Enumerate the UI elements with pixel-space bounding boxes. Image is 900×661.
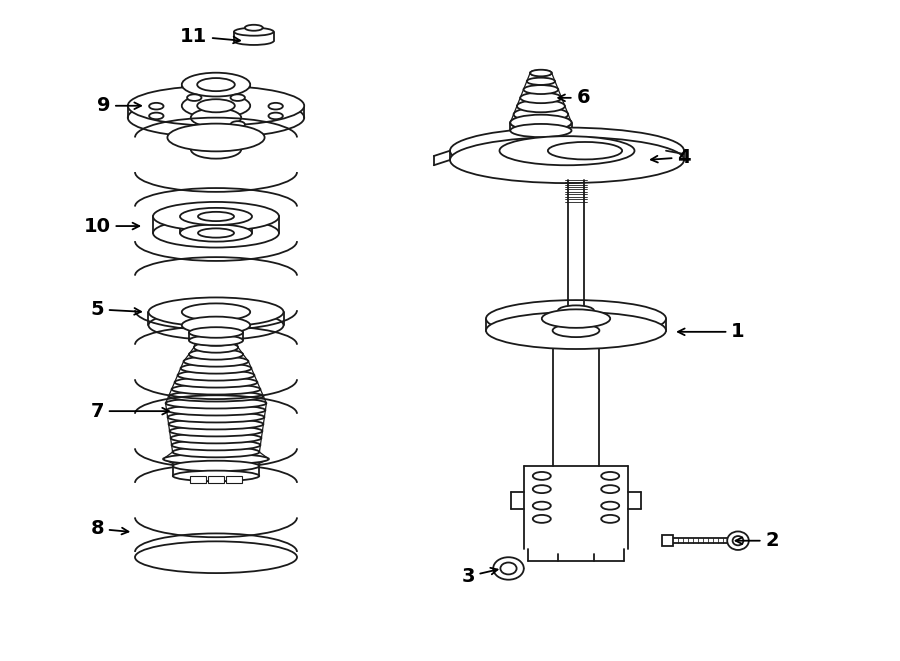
Ellipse shape [180,224,252,241]
FancyBboxPatch shape [190,476,206,483]
Ellipse shape [181,363,251,373]
Ellipse shape [182,317,250,334]
Ellipse shape [168,391,264,401]
Ellipse shape [533,472,551,480]
Text: 11: 11 [180,27,240,46]
Text: 5: 5 [90,300,141,319]
Ellipse shape [601,502,619,510]
Ellipse shape [189,327,243,338]
Ellipse shape [135,541,297,573]
Ellipse shape [558,312,594,323]
Ellipse shape [268,112,283,119]
Ellipse shape [171,433,261,444]
Ellipse shape [169,426,263,436]
Ellipse shape [178,461,254,471]
Ellipse shape [166,398,266,408]
Ellipse shape [510,115,572,131]
Ellipse shape [173,447,259,457]
Ellipse shape [173,471,259,481]
Ellipse shape [533,515,551,523]
Ellipse shape [486,300,666,337]
Ellipse shape [182,73,250,97]
Ellipse shape [558,305,594,316]
Ellipse shape [548,142,622,159]
Ellipse shape [182,303,250,321]
Ellipse shape [128,86,304,126]
Ellipse shape [168,419,264,430]
Ellipse shape [189,349,243,360]
Ellipse shape [514,107,568,122]
Text: 2: 2 [735,531,779,550]
Ellipse shape [172,384,260,395]
Ellipse shape [530,70,552,77]
Ellipse shape [182,94,250,118]
Ellipse shape [727,531,749,550]
FancyBboxPatch shape [226,476,242,483]
Text: 3: 3 [461,567,498,586]
Text: 9: 9 [97,97,141,115]
Ellipse shape [187,95,202,101]
Ellipse shape [172,440,260,450]
FancyBboxPatch shape [208,476,224,483]
Ellipse shape [230,95,245,101]
Ellipse shape [198,228,234,237]
Ellipse shape [510,115,572,130]
Ellipse shape [542,309,610,328]
Ellipse shape [450,128,684,174]
Ellipse shape [191,108,241,127]
Ellipse shape [184,356,248,367]
Ellipse shape [153,202,279,231]
Ellipse shape [194,342,238,353]
Text: 6: 6 [558,89,590,107]
Ellipse shape [601,515,619,523]
Ellipse shape [167,124,265,151]
Ellipse shape [493,557,524,580]
Ellipse shape [148,311,284,340]
Ellipse shape [197,78,235,91]
Ellipse shape [197,99,235,112]
Ellipse shape [173,461,259,471]
Ellipse shape [517,100,565,112]
Ellipse shape [510,124,572,137]
Ellipse shape [128,98,304,137]
Ellipse shape [166,405,266,416]
Text: 4: 4 [651,148,691,167]
Ellipse shape [524,85,558,94]
Ellipse shape [189,335,243,346]
FancyBboxPatch shape [662,535,673,546]
Ellipse shape [245,24,263,31]
Ellipse shape [196,335,236,346]
Ellipse shape [733,536,743,545]
Ellipse shape [180,208,252,225]
Ellipse shape [234,28,274,36]
Ellipse shape [230,121,245,128]
Text: 10: 10 [84,217,140,235]
Ellipse shape [149,112,164,119]
Ellipse shape [553,324,599,337]
Text: 8: 8 [90,520,129,538]
Ellipse shape [191,140,241,159]
Ellipse shape [268,103,283,110]
Text: 1: 1 [678,323,745,341]
Ellipse shape [198,212,234,221]
Ellipse shape [450,137,684,183]
Ellipse shape [533,485,551,493]
Ellipse shape [530,70,552,76]
Ellipse shape [148,297,284,327]
Ellipse shape [177,370,255,381]
Ellipse shape [167,412,265,422]
Ellipse shape [175,377,257,387]
Ellipse shape [526,78,555,85]
Text: 7: 7 [90,402,169,420]
Ellipse shape [500,563,517,574]
Ellipse shape [601,472,619,480]
Ellipse shape [149,103,164,110]
Ellipse shape [163,453,269,464]
Ellipse shape [486,312,666,349]
Ellipse shape [153,218,279,247]
Ellipse shape [500,136,634,165]
Ellipse shape [601,485,619,493]
Ellipse shape [520,93,562,103]
Ellipse shape [533,502,551,510]
